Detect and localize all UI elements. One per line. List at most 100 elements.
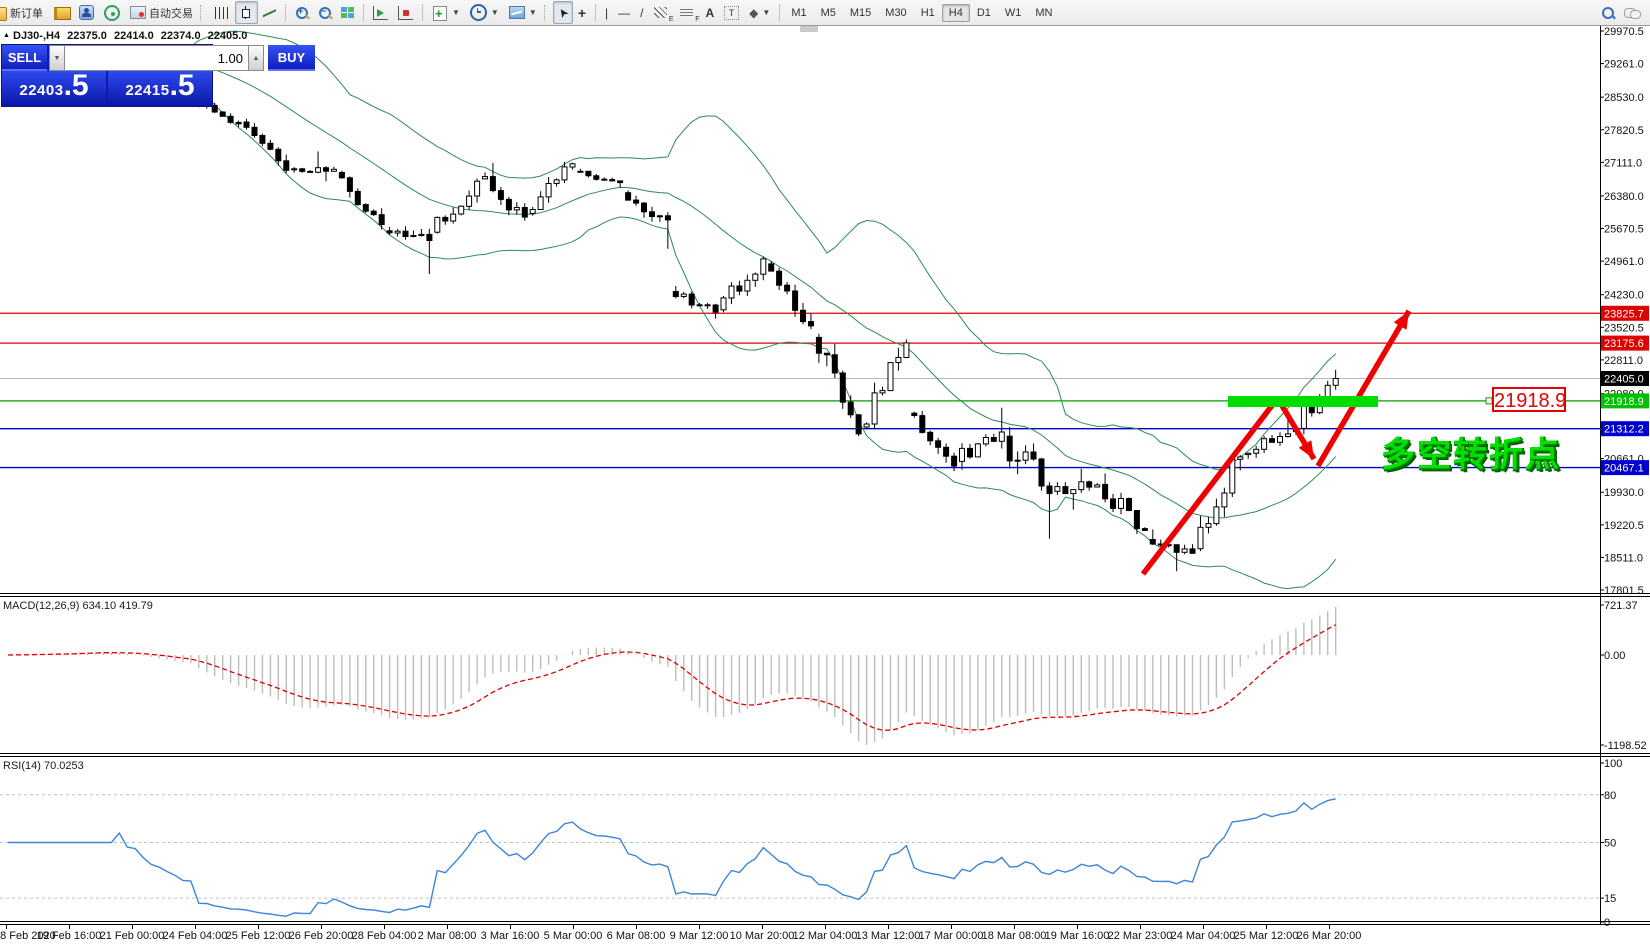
search-icon[interactable] xyxy=(1601,6,1614,19)
cursor-tool-button[interactable]: ➤ xyxy=(552,1,573,24)
toolbar-grip xyxy=(543,4,549,21)
candle-body xyxy=(974,443,981,458)
price-tick-label: 24230.0 xyxy=(1604,290,1644,302)
timeframe-h4[interactable]: H4 xyxy=(941,3,970,22)
timeframe-m5[interactable]: M5 xyxy=(820,6,836,19)
time-label: 5 Mar 00:00 xyxy=(544,930,603,942)
market-watch-button[interactable] xyxy=(48,1,74,24)
trend-arrow-line[interactable] xyxy=(1140,397,1280,576)
fibonacci-tool[interactable]: F xyxy=(674,1,700,24)
timeframe-m30[interactable]: M30 xyxy=(885,6,907,19)
shapes-icon: ◆ xyxy=(749,5,759,20)
auto-trading-button[interactable]: 自动交易 xyxy=(125,1,198,24)
bollinger-upper-band xyxy=(7,30,1337,471)
candle-body xyxy=(585,170,592,177)
time-label: 26 Mar 20:00 xyxy=(1297,930,1362,942)
bollinger-lower-band xyxy=(7,60,1337,590)
candle-body xyxy=(211,104,218,113)
candle-body xyxy=(553,179,560,184)
timeframe-w1[interactable]: W1 xyxy=(1004,6,1022,19)
crosshair-tool-button[interactable]: + xyxy=(573,1,591,24)
vertical-line-tool[interactable]: | xyxy=(600,1,613,24)
chat-icon[interactable] xyxy=(1624,7,1641,19)
horizontal-line-tool[interactable]: — xyxy=(613,1,635,24)
candle-body xyxy=(1261,438,1268,450)
volume-increase-button[interactable]: ▲ xyxy=(248,45,264,71)
volume-decrease-button[interactable]: ▼ xyxy=(49,45,65,71)
sell-price[interactable]: 22403.5 xyxy=(2,71,106,106)
candlestick-chart-button[interactable] xyxy=(235,1,258,24)
text-tool[interactable]: A xyxy=(700,1,719,24)
volume-input[interactable] xyxy=(65,45,248,71)
sell-button[interactable]: SELL xyxy=(2,45,47,71)
price-callout-box[interactable]: 21918.9 xyxy=(1492,387,1566,412)
templates-button[interactable]: ▼ xyxy=(504,1,542,24)
new-order-icon xyxy=(0,6,7,21)
candle-body xyxy=(307,170,314,173)
chart-shift-button[interactable] xyxy=(368,1,393,24)
chart-scrollbar-thumb[interactable] xyxy=(800,26,818,32)
price-tick-label: 28530.0 xyxy=(1604,92,1644,104)
line-chart-button[interactable] xyxy=(258,1,281,24)
trend-arrow-line[interactable] xyxy=(1315,309,1412,468)
trendline-tool[interactable]: / xyxy=(635,1,648,24)
tile-windows-button[interactable] xyxy=(336,1,359,24)
candle-body xyxy=(649,211,655,218)
trend-arrow-head[interactable] xyxy=(1298,440,1314,459)
periods-button[interactable]: ▼ xyxy=(465,1,504,24)
time-label: 22 Mar 23:00 xyxy=(1108,930,1173,942)
candle-body xyxy=(537,196,544,210)
resistance-bar[interactable] xyxy=(1228,396,1378,407)
label-icon: T xyxy=(724,5,740,20)
profile-button[interactable] xyxy=(74,1,99,24)
zoom-out-button[interactable]: − xyxy=(313,1,336,24)
candle-body xyxy=(943,446,950,457)
candle-body xyxy=(1110,498,1116,509)
candle-body xyxy=(1022,451,1029,461)
shapes-tool[interactable]: ◆ ▼ xyxy=(744,1,775,24)
turning-point-note[interactable]: 多空转折点 xyxy=(1381,436,1561,474)
price-badge xyxy=(1601,335,1649,351)
candle-body xyxy=(704,304,711,307)
candle-body xyxy=(641,202,647,213)
indicators-button[interactable]: ▼ xyxy=(427,1,465,24)
time-label: 24 Mar 04:00 xyxy=(1171,930,1236,942)
chart-shift-icon xyxy=(373,5,388,20)
price-badge xyxy=(1601,371,1649,386)
time-label: 26 Feb 20:00 xyxy=(289,930,354,942)
zoom-in-button[interactable]: + xyxy=(290,1,313,24)
label-tool[interactable]: T xyxy=(719,1,744,24)
candle-body xyxy=(1332,378,1339,386)
auto-scroll-button[interactable] xyxy=(393,1,418,24)
buy-button[interactable]: BUY xyxy=(268,45,315,71)
timeframe-m1[interactable]: M1 xyxy=(791,6,807,19)
bar-chart-button[interactable] xyxy=(209,1,235,24)
candle-body xyxy=(1070,489,1077,495)
candle-body xyxy=(688,293,695,306)
signal-icon xyxy=(104,4,120,21)
candle-body xyxy=(259,135,266,144)
auto-trading-label: 自动交易 xyxy=(149,7,193,20)
candle-body xyxy=(617,180,624,184)
timeframe-m15[interactable]: M15 xyxy=(849,6,872,19)
macd-axis-label: 721.37 xyxy=(1604,600,1638,612)
price-tick-label: 19220.5 xyxy=(1604,520,1644,532)
candle-body xyxy=(1030,451,1037,460)
ohlc-open: 22375.0 xyxy=(67,30,107,42)
buy-price[interactable]: 22415.5 xyxy=(108,71,212,106)
candle-body xyxy=(330,168,337,172)
candle-body xyxy=(1086,481,1093,488)
candle-body xyxy=(227,115,234,123)
timeframe-h1[interactable]: H1 xyxy=(920,6,935,19)
chart-title: DJ30-,H4 22375.0 22414.0 22374.0 22405.0 xyxy=(13,30,251,42)
new-order-button[interactable]: 新订单 xyxy=(0,1,48,24)
time-label: 18 Mar 08:00 xyxy=(982,930,1047,942)
candle-body xyxy=(1038,458,1045,487)
timeframe-mn[interactable]: MN xyxy=(1035,6,1053,19)
signals-button[interactable] xyxy=(99,1,125,24)
macd-label: MACD(12,26,9) 634.10 419.79 xyxy=(3,600,153,612)
channel-tool[interactable]: E xyxy=(648,1,674,24)
candle-body xyxy=(696,304,703,307)
trend-arrow-head[interactable] xyxy=(1393,311,1409,330)
timeframe-d1[interactable]: D1 xyxy=(976,6,991,19)
